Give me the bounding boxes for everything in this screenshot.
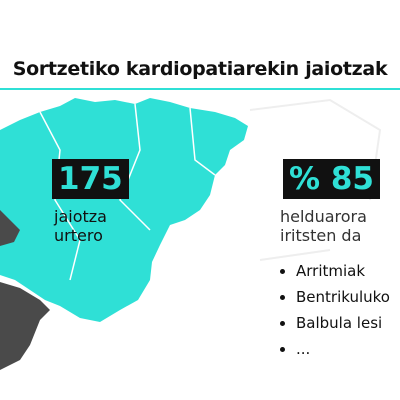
bullet: Bentrikuluko — [296, 284, 400, 310]
caption-line: helduarora — [280, 207, 367, 226]
title: Sortzetiko kardiopatiarekin jaiotzak — [12, 58, 388, 80]
divider — [0, 88, 400, 90]
stat-value: % 85 — [283, 159, 380, 199]
map-region — [0, 98, 248, 322]
bullet: Balbula lesi — [296, 310, 400, 336]
map-region-dark — [0, 282, 50, 370]
caption-line: urtero — [54, 226, 103, 245]
caption-line: jaiotza — [54, 207, 107, 226]
stat-caption: helduarora iritsten da — [280, 207, 367, 245]
stat-value: 175 — [52, 159, 129, 199]
map-region-dark — [0, 210, 20, 246]
bullet: Arritmiak — [296, 258, 400, 284]
bullet-list: Arritmiak Bentrikuluko Balbula lesi ... — [280, 258, 400, 362]
map-border — [39, 103, 216, 281]
stat-caption: jaiotza urtero — [54, 207, 107, 245]
caption-line: iritsten da — [280, 226, 362, 245]
bullet: ... — [296, 336, 400, 362]
